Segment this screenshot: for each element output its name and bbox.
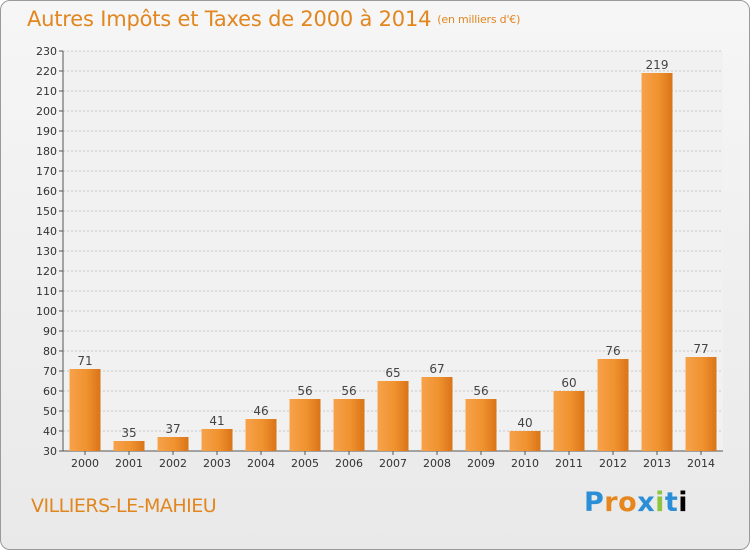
bar bbox=[289, 399, 321, 451]
bar-value-label: 65 bbox=[385, 366, 400, 380]
bar-value-label: 76 bbox=[605, 344, 620, 358]
x-tick-label: 2011 bbox=[555, 457, 583, 470]
bar bbox=[69, 369, 101, 451]
y-tick-label: 80 bbox=[43, 345, 57, 358]
y-tick-label: 160 bbox=[36, 185, 57, 198]
x-tick-label: 2008 bbox=[423, 457, 451, 470]
chart-title-text: Autres Impôts et Taxes de 2000 à 2014 bbox=[27, 7, 432, 31]
chart-subtitle: (en milliers d'€) bbox=[437, 13, 521, 26]
y-tick-label: 50 bbox=[43, 405, 57, 418]
bar-value-label: 35 bbox=[121, 426, 136, 440]
bar-value-label: 56 bbox=[297, 384, 312, 398]
x-tick-label: 2002 bbox=[159, 457, 187, 470]
y-tick-label: 180 bbox=[36, 145, 57, 158]
bar bbox=[509, 431, 541, 451]
bar bbox=[157, 437, 189, 451]
x-tick-label: 2004 bbox=[247, 457, 275, 470]
bar-value-label: 67 bbox=[429, 362, 444, 376]
y-tick-label: 120 bbox=[36, 265, 57, 278]
x-tick-label: 2007 bbox=[379, 457, 407, 470]
bar-value-label: 71 bbox=[77, 354, 92, 368]
y-tick-label: 210 bbox=[36, 85, 57, 98]
bar bbox=[377, 381, 409, 451]
logo-letter: P bbox=[584, 487, 605, 518]
bar-value-label: 219 bbox=[646, 58, 669, 72]
y-tick-label: 190 bbox=[36, 125, 57, 138]
y-tick-label: 70 bbox=[43, 365, 57, 378]
y-tick-label: 40 bbox=[43, 425, 57, 438]
bar-value-label: 46 bbox=[253, 404, 268, 418]
bar bbox=[685, 357, 717, 451]
bar-value-label: 37 bbox=[165, 422, 180, 436]
chart-title: Autres Impôts et Taxes de 2000 à 2014 (en… bbox=[27, 7, 520, 31]
y-tick-label: 170 bbox=[36, 165, 57, 178]
logo-letter: o bbox=[618, 487, 638, 518]
bar-value-label: 56 bbox=[473, 384, 488, 398]
bar bbox=[465, 399, 497, 451]
x-tick-label: 2010 bbox=[511, 457, 539, 470]
y-tick-label: 100 bbox=[36, 305, 57, 318]
bar-value-label: 56 bbox=[341, 384, 356, 398]
bar bbox=[245, 419, 277, 451]
logo-letter: i bbox=[678, 487, 689, 518]
commune-name: VILLIERS-LE-MAHIEU bbox=[31, 495, 217, 517]
y-tick-label: 110 bbox=[36, 285, 57, 298]
logo-letter: t bbox=[664, 487, 679, 518]
proxiti-logo: Proxiti bbox=[584, 487, 688, 518]
y-tick-label: 130 bbox=[36, 245, 57, 258]
x-tick-label: 2013 bbox=[643, 457, 671, 470]
bar bbox=[553, 391, 585, 451]
y-tick-label: 90 bbox=[43, 325, 57, 338]
y-tick-label: 60 bbox=[43, 385, 57, 398]
x-tick-label: 2009 bbox=[467, 457, 495, 470]
bar bbox=[641, 73, 673, 451]
bar bbox=[421, 377, 453, 451]
x-tick-label: 2000 bbox=[71, 457, 99, 470]
x-tick-label: 2005 bbox=[291, 457, 319, 470]
bar-value-label: 41 bbox=[209, 414, 224, 428]
y-tick-label: 200 bbox=[36, 105, 57, 118]
logo-letter: r bbox=[604, 487, 619, 518]
x-tick-label: 2003 bbox=[203, 457, 231, 470]
bar bbox=[597, 359, 629, 451]
bar bbox=[333, 399, 365, 451]
logo-letter: x bbox=[637, 487, 656, 518]
bar bbox=[201, 429, 233, 451]
logo-letter: i bbox=[655, 487, 665, 518]
bar-value-label: 77 bbox=[693, 342, 708, 356]
x-tick-label: 2012 bbox=[599, 457, 627, 470]
y-tick-label: 220 bbox=[36, 65, 57, 78]
y-tick-label: 230 bbox=[36, 45, 57, 58]
bar bbox=[113, 441, 145, 451]
x-tick-label: 2001 bbox=[115, 457, 143, 470]
x-tick-label: 2006 bbox=[335, 457, 363, 470]
y-tick-label: 140 bbox=[36, 225, 57, 238]
y-tick-label: 150 bbox=[36, 205, 57, 218]
bar-value-label: 40 bbox=[517, 416, 532, 430]
bar-value-label: 60 bbox=[561, 376, 576, 390]
y-tick-label: 30 bbox=[43, 445, 57, 458]
x-tick-label: 2014 bbox=[687, 457, 715, 470]
